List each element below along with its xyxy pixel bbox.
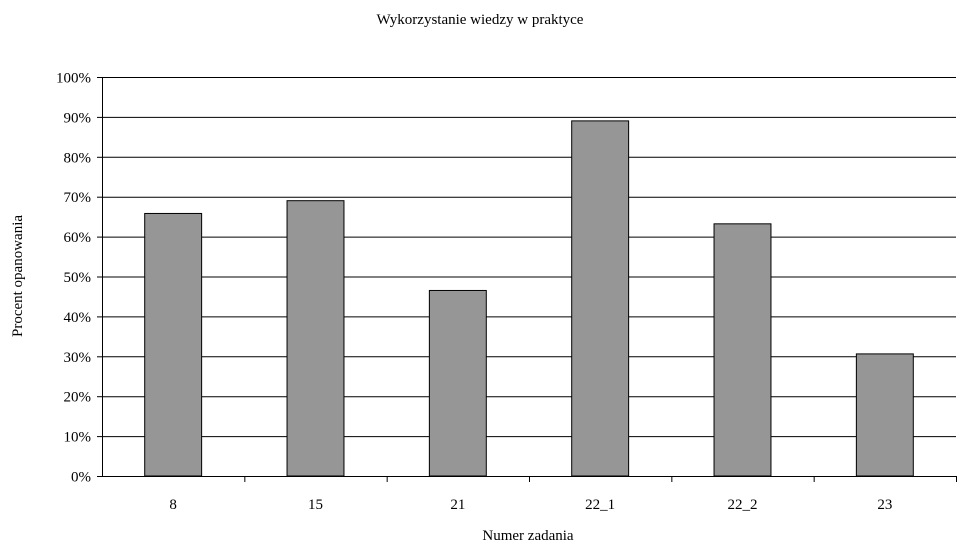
gridlines — [102, 77, 956, 438]
bar — [571, 120, 630, 477]
y-tick-label: 80% — [64, 150, 92, 166]
bar — [428, 289, 487, 477]
x-tick-label: 23 — [877, 497, 892, 513]
y-tick-label: 90% — [64, 110, 92, 126]
x-tick-label: 22_2 — [728, 497, 758, 513]
y-tick-label: 20% — [64, 390, 92, 406]
chart-title: Wykorzystanie wiedzy w praktyce — [377, 12, 584, 28]
y-tick-label: 0% — [71, 470, 91, 486]
y-tick-label: 70% — [64, 190, 92, 206]
x-tick-label: 8 — [169, 497, 177, 513]
y-axis-ticks: 0% 10% 20% 30% 40% 50% 60% 70% 80% 90% 100% — [56, 71, 102, 486]
bar — [144, 212, 203, 477]
x-tick-label: 21 — [450, 497, 465, 513]
bars — [144, 120, 914, 477]
y-tick-label: 40% — [64, 310, 92, 326]
y-tick-label: 50% — [64, 270, 92, 286]
x-axis-label: Numer zadania — [482, 528, 574, 542]
x-tick-label: 22_1 — [585, 497, 615, 513]
y-tick-label: 30% — [64, 350, 92, 366]
x-axis-ticks: 8 15 21 22_1 22_2 23 — [169, 476, 957, 513]
y-tick-label: 60% — [64, 230, 92, 246]
x-tick-label: 15 — [308, 497, 323, 513]
y-axis-label: Procent opanowania — [10, 215, 26, 337]
y-tick-label: 10% — [64, 430, 92, 446]
bar — [855, 353, 914, 477]
bar — [713, 223, 772, 477]
y-tick-label: 100% — [56, 71, 91, 87]
bar — [286, 200, 345, 477]
